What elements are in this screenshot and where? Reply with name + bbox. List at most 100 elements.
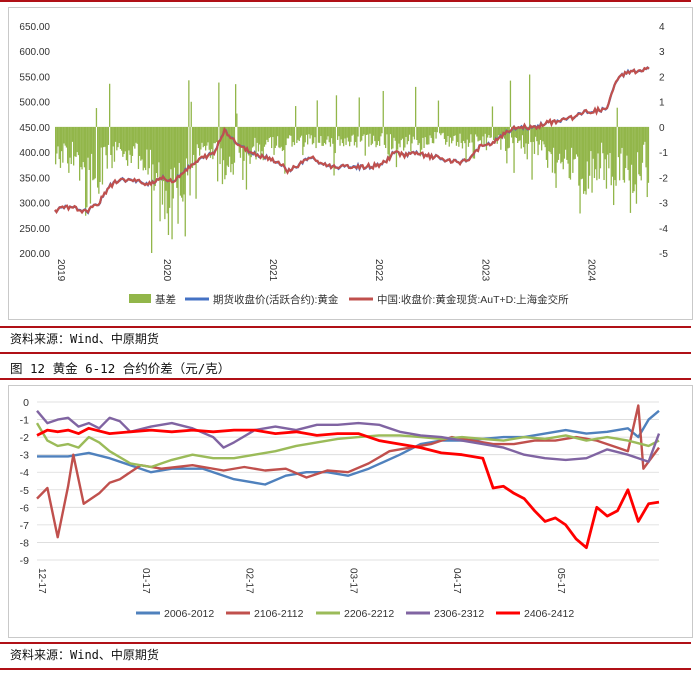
basis-bar [548,126,550,152]
basis-bar [512,126,514,144]
basis-bar [123,126,125,155]
basis-bar [213,126,215,144]
basis-bar [519,126,521,141]
basis-bar [585,126,587,195]
basis-bar [331,126,333,139]
basis-bar [118,126,120,144]
basis-bar [187,126,189,176]
basis-bar [614,126,616,181]
basis-bar [459,126,461,134]
basis-bar [422,126,424,138]
basis-bar [70,126,72,165]
basis-bar [373,126,375,136]
basis-bar [346,126,348,138]
basis-bar [539,126,542,140]
basis-bar [188,80,190,127]
basis-bar [86,126,88,208]
caption-rule-bottom [0,378,691,380]
basis-bar [239,126,242,158]
y-left-tick-label: 550.00 [19,72,50,83]
y-right-tick-label: 3 [659,47,665,58]
basis-bar [202,126,204,148]
basis-bar [515,126,518,139]
basis-bar [238,126,240,153]
basis-bar [311,126,314,145]
basis-bar [389,126,392,135]
basis-bar [227,126,230,167]
basis-bar [341,126,344,144]
basis-bar [436,126,438,133]
basis-bar [197,126,200,149]
basis-bar [74,126,76,157]
y-left-tick-label: 250.00 [19,224,50,235]
basis-bar [87,126,89,158]
basis-bar [281,126,284,152]
basis-bar [517,126,519,144]
basis-bar [100,126,102,148]
basis-bar [142,126,144,171]
figure-title: 图 12 黄金 6-12 合约价差（元/克） [10,361,231,376]
basis-bar [274,126,276,148]
legend-label-2306-2312: 2306-2312 [434,608,484,620]
basis-bar [119,126,122,149]
basis-bar [423,126,425,149]
basis-bar [542,126,544,142]
basis-bar [113,126,116,162]
basis-bar [153,126,155,191]
basis-bar [293,126,296,146]
basis-bar [304,126,306,143]
basis-bar [471,126,473,143]
basis-bar [427,126,429,145]
basis-bar [620,126,622,154]
basis-bar [569,126,572,180]
basis-bar [286,126,288,139]
basis-bar [497,126,500,136]
basis-bar [489,126,491,138]
basis-bar [151,126,153,253]
basis-bar [339,126,341,146]
basis-bar [320,126,322,137]
basis-bar [466,126,468,140]
series-line-2006-2012 [37,409,660,486]
basis-bar [94,126,96,179]
basis-bar [572,126,574,173]
basis-bar [391,126,393,150]
basis-bar [626,126,628,156]
basis-bar [141,126,143,160]
basis-bar [419,126,422,157]
basis-bar [429,126,431,136]
basis-bar [349,126,351,147]
basis-bar [267,126,269,143]
basis-bar [201,126,203,143]
basis-bar [645,126,647,168]
basis-bar [161,126,164,205]
basis-bar [394,126,396,141]
basis-bar [335,95,338,127]
basis-bar [411,126,413,144]
basis-bar [67,126,69,164]
basis-bar [172,126,174,199]
basis-bar [399,126,401,148]
basis-bar [595,126,597,170]
basis-bar [71,126,74,142]
basis-bar [361,126,363,141]
basis-bar [160,126,162,180]
y-tick-label: -2 [20,432,29,444]
basis-bar [159,126,161,222]
basis-bar [260,126,262,158]
basis-bar [184,126,186,237]
basis-bar [435,126,437,139]
basis-bar [445,126,447,145]
basis-bar [353,126,356,146]
basis-bar [491,106,494,127]
basis-bar [481,126,483,147]
legend-label-2006-2012: 2006-2012 [164,608,214,620]
basis-bar [587,126,590,189]
spot-price-line [54,66,650,215]
basis-bar [196,126,198,145]
basis-bar [607,126,609,155]
basis-bar [88,126,90,170]
basis-bar [292,126,294,143]
basis-bar [551,126,554,173]
basis-bar [499,126,501,135]
